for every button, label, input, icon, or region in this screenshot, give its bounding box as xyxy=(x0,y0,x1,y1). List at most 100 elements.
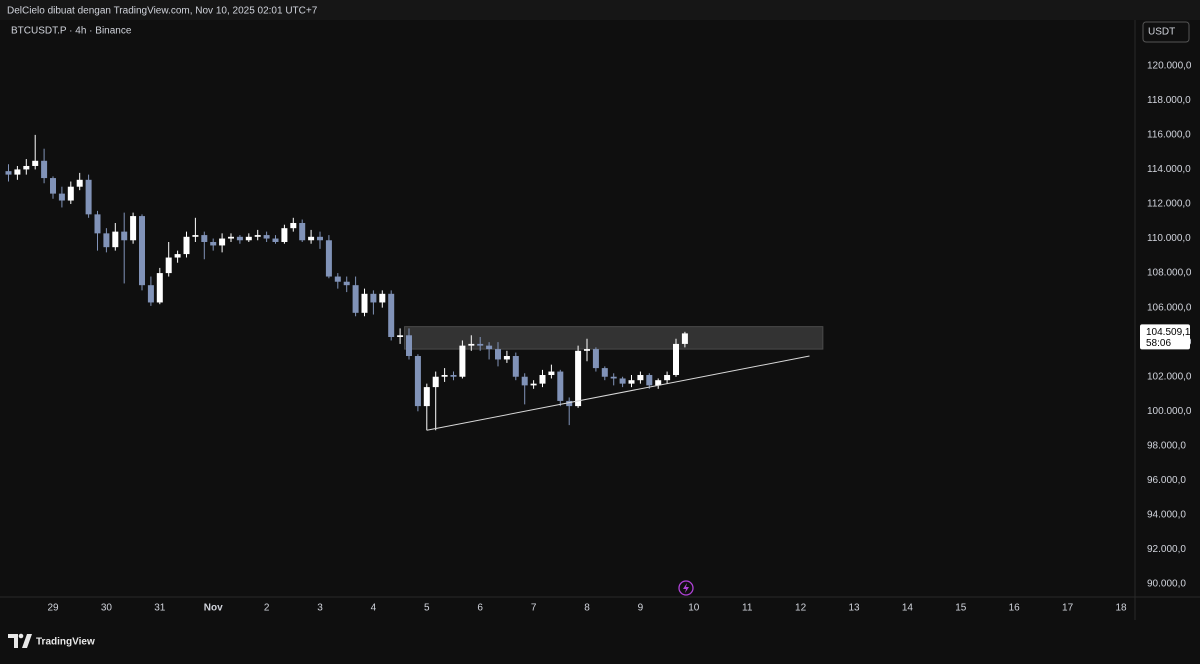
candle-body xyxy=(281,228,288,242)
candle-body xyxy=(156,273,163,303)
candle-body xyxy=(272,238,279,242)
candle-body xyxy=(566,400,573,407)
candle-body xyxy=(361,293,368,313)
event-icon[interactable] xyxy=(678,580,694,596)
x-tick-label: 10 xyxy=(688,603,700,614)
x-tick-label: 8 xyxy=(584,603,590,614)
candle-body xyxy=(290,222,297,229)
candle-body xyxy=(85,179,92,215)
candle-body xyxy=(539,375,546,384)
symbol-title: BTCUSDT.P · 4h · Binance xyxy=(11,26,132,37)
candle-body xyxy=(370,293,377,303)
x-tick-label: 5 xyxy=(424,603,430,614)
y-tick-label: 92.000,0 xyxy=(1147,544,1186,555)
x-tick-label: 30 xyxy=(101,603,113,614)
candle-body xyxy=(299,222,306,241)
candle-body xyxy=(5,171,12,175)
candle-body xyxy=(14,169,21,175)
x-tick-label: 31 xyxy=(154,603,166,614)
y-tick-label: 94.000,0 xyxy=(1147,510,1186,521)
zone xyxy=(404,326,824,350)
candle-body xyxy=(112,231,119,248)
brand: TradingView xyxy=(36,637,95,648)
x-tick-label: 29 xyxy=(47,603,59,614)
candle-body xyxy=(459,345,466,377)
trendline xyxy=(426,355,810,431)
candle-body xyxy=(263,235,270,239)
footer xyxy=(0,620,1200,664)
candle-body xyxy=(32,160,39,166)
candle-body xyxy=(103,233,110,248)
y-tick-label: 96.000,0 xyxy=(1147,475,1186,486)
currency-box[interactable] xyxy=(1142,21,1190,43)
brand-logo-dot xyxy=(18,633,24,639)
candle-body xyxy=(210,241,217,246)
candle-body xyxy=(23,165,30,170)
candle-body xyxy=(512,356,519,377)
last-price: 104.509,1 xyxy=(1146,327,1191,338)
candle-body xyxy=(41,160,48,179)
candle-body xyxy=(406,335,412,357)
candle-body xyxy=(147,285,154,303)
candle-body xyxy=(317,236,323,241)
candle-body xyxy=(628,380,635,384)
y-tick-label: 116.000,0 xyxy=(1147,130,1191,141)
candle-body xyxy=(130,216,137,241)
candle-body xyxy=(192,235,199,237)
x-tick-label: 17 xyxy=(1062,603,1074,614)
y-tick-label: 90.000,0 xyxy=(1147,579,1186,590)
candle-body xyxy=(619,378,626,384)
last-price-box xyxy=(1140,324,1190,350)
candle-body xyxy=(432,376,439,388)
candle-body xyxy=(646,375,653,386)
candle-body xyxy=(183,236,190,255)
candle-body xyxy=(352,285,359,313)
candle-body xyxy=(468,343,475,346)
candle-body xyxy=(308,236,315,241)
candle-body xyxy=(139,216,145,286)
y-tick-label: 110.000,0 xyxy=(1147,233,1191,244)
x-tick-label: 12 xyxy=(795,603,807,614)
y-tick-label: 118.000,0 xyxy=(1147,95,1191,106)
candle-body xyxy=(343,281,350,286)
candle-body xyxy=(530,383,537,386)
x-tick-label: 16 xyxy=(1009,603,1021,614)
candle-body xyxy=(655,380,662,386)
candle-body xyxy=(495,349,501,360)
candle-body xyxy=(575,350,582,407)
attribution: DelCielo dibuat dengan TradingView.com, … xyxy=(7,6,318,17)
candle-body xyxy=(423,387,430,407)
y-tick-label: 120.000,0 xyxy=(1147,60,1192,71)
candle-body xyxy=(610,376,617,379)
candle-body xyxy=(254,235,261,237)
candle-body xyxy=(67,186,74,201)
brand-logo xyxy=(8,634,32,648)
candle-body xyxy=(601,368,608,377)
y-tick-label: 100.000,0 xyxy=(1147,406,1192,417)
header-bar xyxy=(0,0,1200,20)
y-tick-label: 98.000,0 xyxy=(1147,440,1186,451)
x-tick-label: 7 xyxy=(531,603,537,614)
x-tick-label: 2 xyxy=(264,603,270,614)
candle-body xyxy=(219,238,226,246)
candle-body xyxy=(521,376,528,386)
x-tick-label: 14 xyxy=(902,603,914,614)
event-bolt xyxy=(683,583,689,593)
candle-body xyxy=(557,371,564,401)
x-tick-label: 9 xyxy=(638,603,644,614)
candle-body xyxy=(477,343,484,346)
candle-body xyxy=(664,375,671,381)
candle-body xyxy=(548,371,555,376)
candle-body xyxy=(121,231,128,241)
candle-body xyxy=(681,333,688,344)
candle-body xyxy=(236,236,243,241)
y-tick-label: 108.000,0 xyxy=(1147,268,1192,279)
candle-body xyxy=(245,236,252,241)
candle-body xyxy=(486,345,493,350)
y-tick-label: 106.000,0 xyxy=(1147,302,1192,313)
candle-body xyxy=(388,293,395,338)
x-tick-label: 15 xyxy=(955,603,967,614)
candle-body xyxy=(503,356,510,360)
y-tick-label: 102.000,0 xyxy=(1147,371,1192,382)
